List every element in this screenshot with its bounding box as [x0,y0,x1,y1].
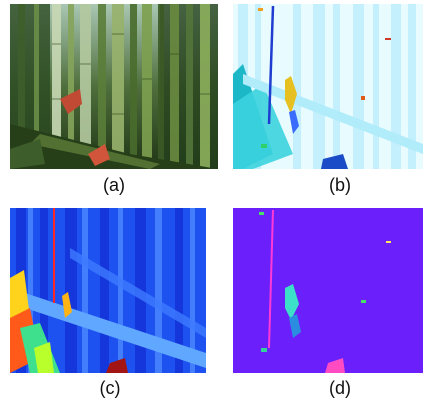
panel-d-flow [233,208,423,373]
flow-map-image [233,208,423,373]
caption-a: (a) [103,175,125,195]
panel-a-photo [10,4,218,169]
caption-b: (b) [329,175,351,195]
panel-c-depth [10,208,206,373]
depth-map-image [10,208,206,373]
segmentation-map-image [233,4,423,169]
caption-c: (c) [99,378,121,398]
caption-d: (d) [329,378,351,398]
bamboo-photo-image [10,4,218,169]
panel-b-segmentation [233,4,423,169]
